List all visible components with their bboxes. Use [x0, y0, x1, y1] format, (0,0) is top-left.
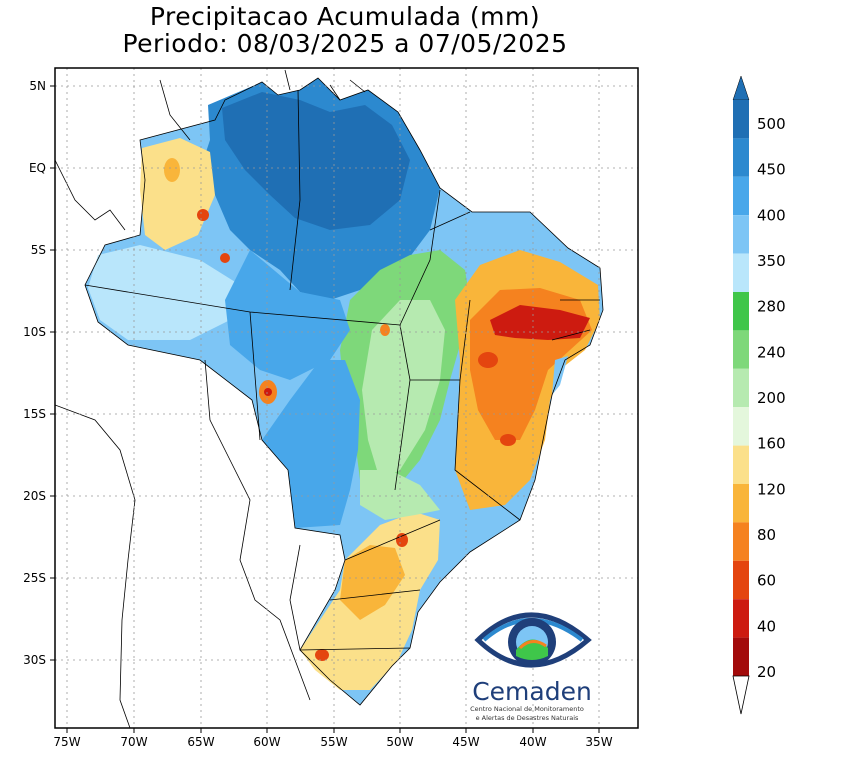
cemaden-logo: Cemaden Centro Nacional de Monitoramento… [470, 612, 592, 722]
map-title: Precipitacao Acumulada (mm) [149, 2, 541, 31]
colorbar-box [733, 292, 749, 331]
colorbar-top-arrow [732, 75, 750, 101]
lat-label: 5S [31, 243, 46, 257]
brazil-outline [84, 77, 604, 706]
logo-name: Cemaden [472, 677, 592, 706]
dry-spot-south [315, 649, 329, 661]
dry-spot-bahia [478, 352, 498, 368]
colorbar-label: 350 [757, 252, 786, 270]
colorbar-box [733, 100, 749, 139]
colorbar-label: 20 [757, 663, 776, 681]
colorbar-box [733, 176, 749, 216]
map-field-layer [85, 78, 603, 705]
colorbar-box [733, 445, 749, 484]
lon-label: 70W [120, 735, 147, 749]
lon-label: 40W [519, 735, 546, 749]
colorbar-box [733, 637, 749, 676]
colorbar-box [733, 253, 749, 292]
colorbar-label: 240 [757, 343, 786, 361]
map-grid [55, 68, 638, 728]
axis-ticks [50, 85, 600, 733]
dry-spot-amazonas [197, 209, 209, 221]
colorbar: 500 450 400 350 280 240 200 160 120 80 60 40 20 [732, 75, 786, 715]
dry-spot-mg [500, 434, 516, 446]
colorbar-labels: 500 450 400 350 280 240 200 160 120 80 60 40 20 [757, 115, 786, 681]
state-borders [84, 89, 600, 651]
dry-spot-acre [220, 253, 230, 263]
lat-label: EQ [29, 161, 46, 175]
colorbar-box [733, 368, 749, 408]
colorbar-label: 120 [757, 480, 786, 498]
lat-label: 25S [23, 571, 46, 585]
latitude-labels: 5N EQ 5S 10S 15S 20S 25S 30S [23, 79, 46, 667]
west-amazon-dry [140, 138, 215, 250]
colorbar-box [733, 599, 749, 638]
colorbar-box [733, 522, 749, 561]
colorbar-box [733, 484, 749, 523]
lon-label: 45W [452, 735, 479, 749]
colorbar-boxes [733, 100, 749, 676]
colorbar-label: 450 [757, 161, 786, 179]
colorbar-label: 60 [757, 572, 776, 590]
south-america-west [55, 159, 311, 728]
lon-label: 65W [187, 735, 214, 749]
lat-label: 30S [23, 653, 46, 667]
guianas [159, 69, 366, 141]
dry-spot-roraima [164, 158, 180, 182]
colorbar-label: 40 [757, 617, 776, 635]
colorbar-label: 500 [757, 115, 786, 133]
west-central-wet [262, 360, 360, 528]
dry-spot-sp [396, 533, 408, 547]
logo-subtitle-2: e Alertas de Desastres Naturais [476, 714, 579, 722]
amazon-peak-rain [222, 92, 410, 230]
lon-label: 55W [320, 735, 347, 749]
colorbar-label: 160 [757, 435, 786, 453]
west-amazon-light [88, 245, 240, 340]
lat-label: 20S [23, 489, 46, 503]
logo-subtitle-1: Centro Nacional de Monitoramento [470, 705, 584, 713]
lat-label: 15S [23, 407, 46, 421]
colorbar-box [733, 330, 749, 369]
longitude-labels: 75W 70W 65W 60W 55W 50W 45W 40W 35W [53, 735, 612, 749]
colorbar-bottom-arrow [732, 675, 750, 715]
colorbar-label: 400 [757, 206, 786, 224]
northeast-extreme-dry [490, 305, 590, 340]
colorbar-box [733, 407, 749, 446]
boundaries [55, 69, 604, 728]
map-period-subtitle: Periodo: 08/03/2025 a 07/05/2025 [122, 29, 568, 58]
lon-label: 75W [53, 735, 80, 749]
lon-label: 60W [253, 735, 280, 749]
lat-label: 5N [29, 79, 46, 93]
central-light-green [362, 300, 445, 480]
colorbar-label: 80 [757, 526, 776, 544]
lon-label: 50W [386, 735, 413, 749]
colorbar-box [733, 138, 749, 177]
dry-spot-pa [380, 324, 390, 336]
colorbar-label: 280 [757, 298, 786, 316]
lat-label: 10S [23, 325, 46, 339]
colorbar-label: 200 [757, 389, 786, 407]
lon-label: 35W [585, 735, 612, 749]
south-orange [340, 545, 405, 620]
colorbar-box [733, 215, 749, 254]
colorbar-box [733, 560, 749, 600]
map-frame [54, 67, 639, 729]
dry-spot-rondonia-core [264, 388, 272, 396]
